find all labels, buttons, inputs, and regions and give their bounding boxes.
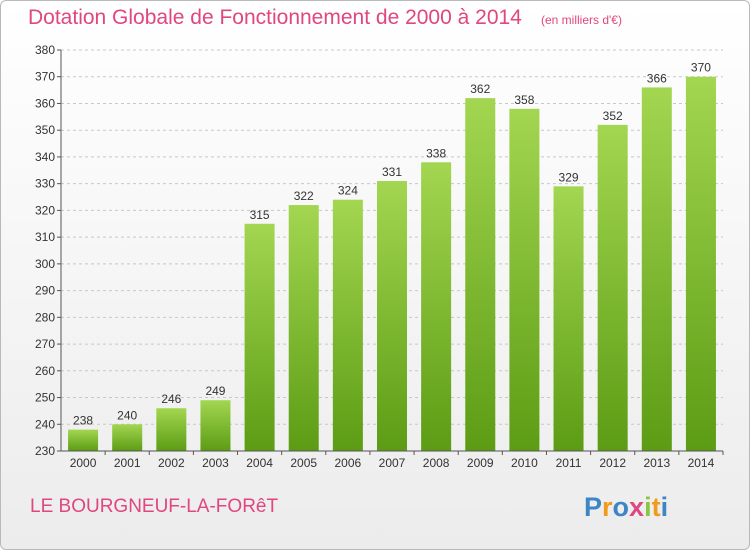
- chart-title: Dotation Globale de Fonctionnement de 20…: [28, 6, 522, 29]
- bar: [376, 180, 408, 451]
- bar: [288, 205, 319, 451]
- y-tick-label: 340: [35, 150, 55, 164]
- data-label: 358: [514, 93, 534, 107]
- x-tick-label: 2008: [423, 456, 450, 470]
- x-tick-label: 2014: [688, 456, 715, 470]
- x-tick-label: 2009: [467, 456, 494, 470]
- bar: [244, 223, 275, 451]
- bar: [200, 400, 231, 451]
- y-tick-label: 310: [35, 230, 55, 244]
- bar: [641, 87, 672, 451]
- x-tick-label: 2002: [158, 456, 185, 470]
- bar: [112, 424, 143, 451]
- y-tick-label: 250: [35, 391, 55, 405]
- unit-note: (en milliers d'€): [541, 13, 622, 27]
- bar: [465, 98, 496, 452]
- data-label: 240: [117, 408, 137, 422]
- data-label: 246: [161, 392, 181, 406]
- y-tick-label: 240: [35, 417, 55, 431]
- bar: [68, 429, 99, 451]
- y-tick-label: 270: [35, 337, 55, 351]
- y-tick-label: 300: [35, 257, 55, 271]
- data-label: 322: [294, 189, 314, 203]
- data-label: 324: [338, 184, 358, 198]
- axes: 230 240 250 260 270 280 290 300 310 320 330 340 350 3…: [35, 43, 724, 470]
- data-label: 249: [205, 384, 225, 398]
- y-tick-label: 230: [35, 444, 55, 458]
- data-label: 338: [426, 146, 446, 160]
- y-tick-label: 280: [35, 310, 55, 324]
- y-tick-label: 260: [35, 364, 55, 378]
- y-tick-label: 350: [35, 123, 55, 137]
- x-tick-label: 2011: [556, 456, 582, 470]
- x-tick-label: 2006: [335, 456, 362, 470]
- data-label: 329: [559, 170, 579, 184]
- data-label: 331: [382, 165, 402, 179]
- bar: [685, 76, 716, 451]
- bar: [597, 124, 628, 451]
- bar: [421, 162, 452, 451]
- x-tick-label: 2012: [599, 456, 626, 470]
- y-tick-label: 360: [35, 96, 55, 110]
- data-label: 370: [691, 61, 711, 75]
- x-tick-label: 2003: [202, 456, 229, 470]
- bar: [332, 199, 363, 451]
- y-tick-label: 290: [35, 284, 55, 298]
- x-tick-label: 2001: [114, 456, 141, 470]
- bar: [156, 408, 187, 451]
- y-tick-label: 320: [35, 203, 55, 217]
- bars: 238 240 246 249 315 322 324 331 338 362 358 329 352 3…: [68, 61, 716, 452]
- data-label: 362: [470, 82, 490, 96]
- data-label: 238: [73, 414, 93, 428]
- svg-text:Proxiti: Proxiti: [584, 492, 668, 522]
- y-tick-label: 370: [35, 70, 55, 84]
- data-label: 366: [647, 71, 667, 85]
- proxiti-logo: Proxiti: [584, 492, 668, 522]
- x-tick-label: 2013: [643, 456, 670, 470]
- x-tick-label: 2010: [511, 456, 538, 470]
- bar: [509, 108, 540, 452]
- y-tick-label: 330: [35, 177, 55, 191]
- x-tick-label: 2004: [246, 456, 273, 470]
- data-label: 315: [250, 208, 270, 222]
- y-tick-label: 380: [35, 43, 55, 57]
- bar: [553, 186, 584, 451]
- x-tick-label: 2007: [379, 456, 406, 470]
- commune-name: LE BOURGNEUF-LA-FORêT: [30, 496, 279, 517]
- x-tick-label: 2000: [70, 456, 97, 470]
- data-label: 352: [603, 109, 623, 123]
- x-tick-label: 2005: [290, 456, 317, 470]
